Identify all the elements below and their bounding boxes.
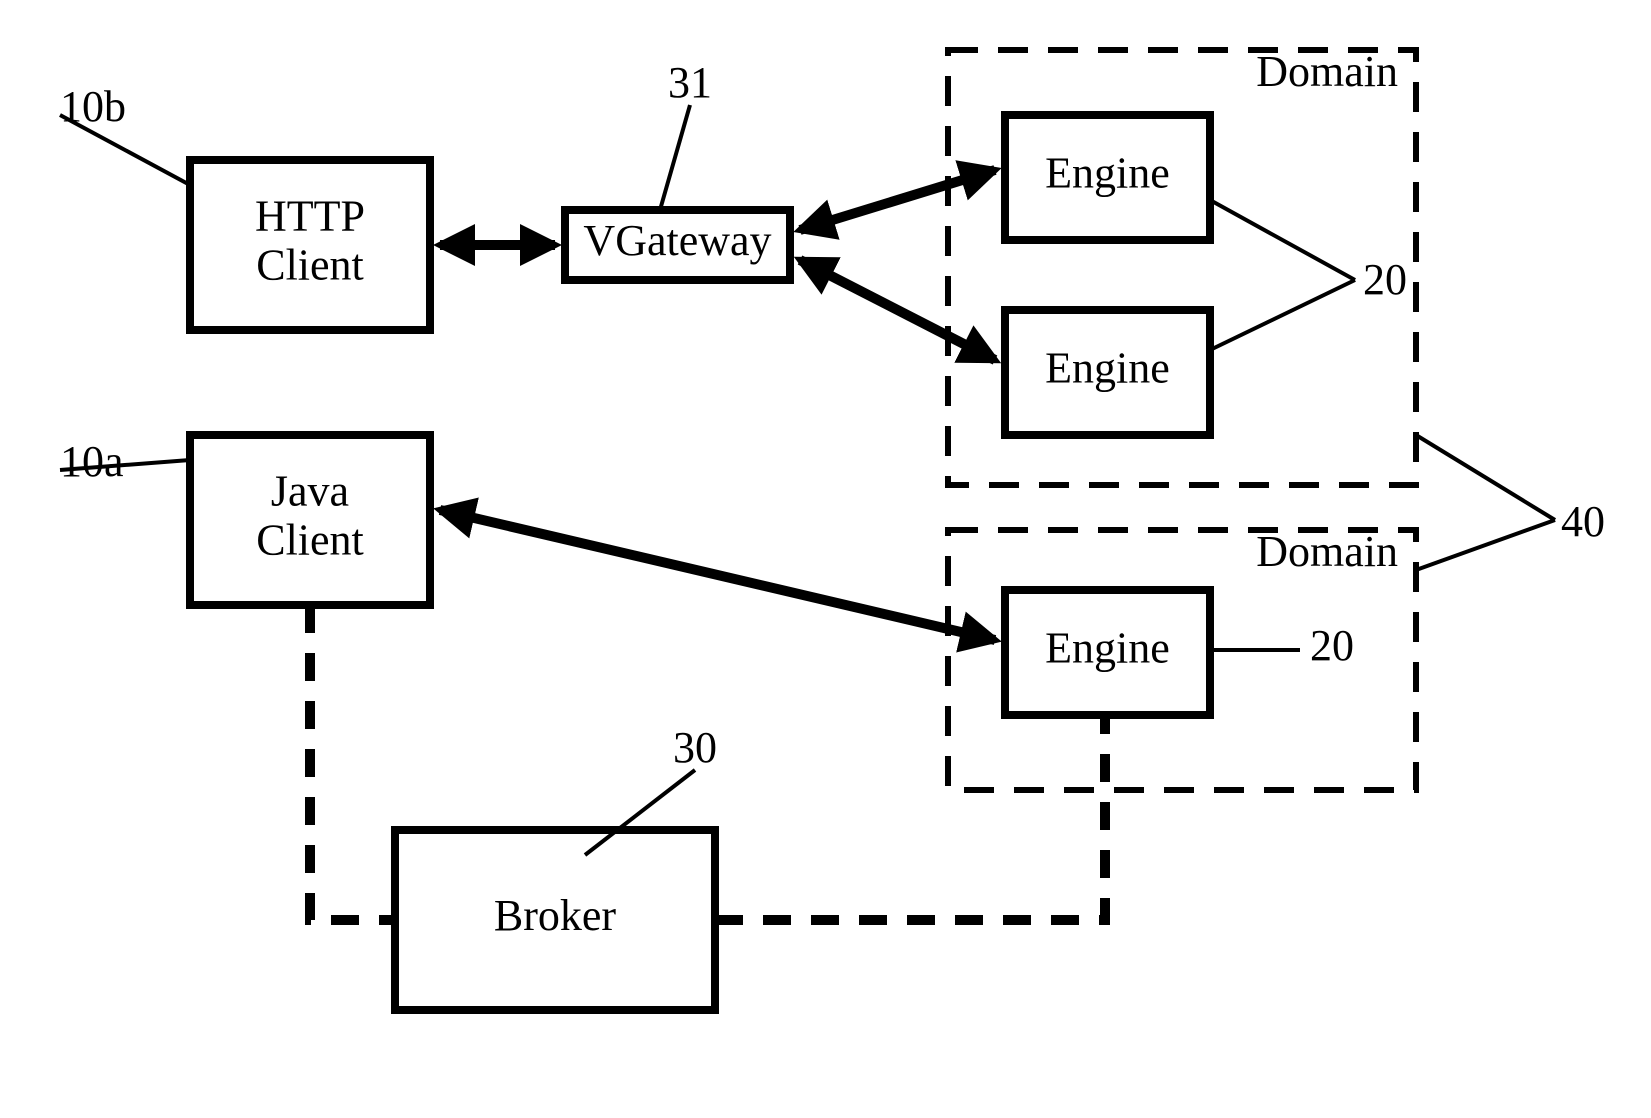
- ref-40: 40: [1561, 497, 1605, 546]
- java_client-label-0: Java: [271, 466, 349, 515]
- leader-31: [660, 105, 690, 210]
- domain1-label: Domain: [1256, 47, 1398, 96]
- engine3-label-0: Engine: [1045, 624, 1170, 673]
- arrow-java_client-engine3: [440, 510, 995, 640]
- ref-31: 31: [668, 58, 712, 107]
- ref-20: 20: [1310, 621, 1354, 670]
- arrow-vgateway-engine2: [800, 260, 995, 360]
- ref-10b: 10b: [60, 82, 126, 131]
- engine2-label-0: Engine: [1045, 344, 1170, 393]
- http_client-label-1: Client: [256, 241, 364, 290]
- leader-40: [1416, 520, 1555, 570]
- engine1-label-0: Engine: [1045, 149, 1170, 198]
- leader-40: [1416, 435, 1555, 520]
- ref-20: 20: [1363, 255, 1407, 304]
- java_client-label-1: Client: [256, 516, 364, 565]
- http_client-label-0: HTTP: [255, 191, 365, 240]
- broker-label-0: Broker: [494, 891, 617, 940]
- leader-20: [1210, 200, 1355, 280]
- ref-30: 30: [673, 723, 717, 772]
- domain2-label: Domain: [1256, 527, 1398, 576]
- arrow-vgateway-engine1: [800, 170, 995, 230]
- ref-10a: 10a: [60, 437, 124, 486]
- vgateway-label-0: VGateway: [583, 216, 771, 265]
- leader-20: [1210, 280, 1355, 350]
